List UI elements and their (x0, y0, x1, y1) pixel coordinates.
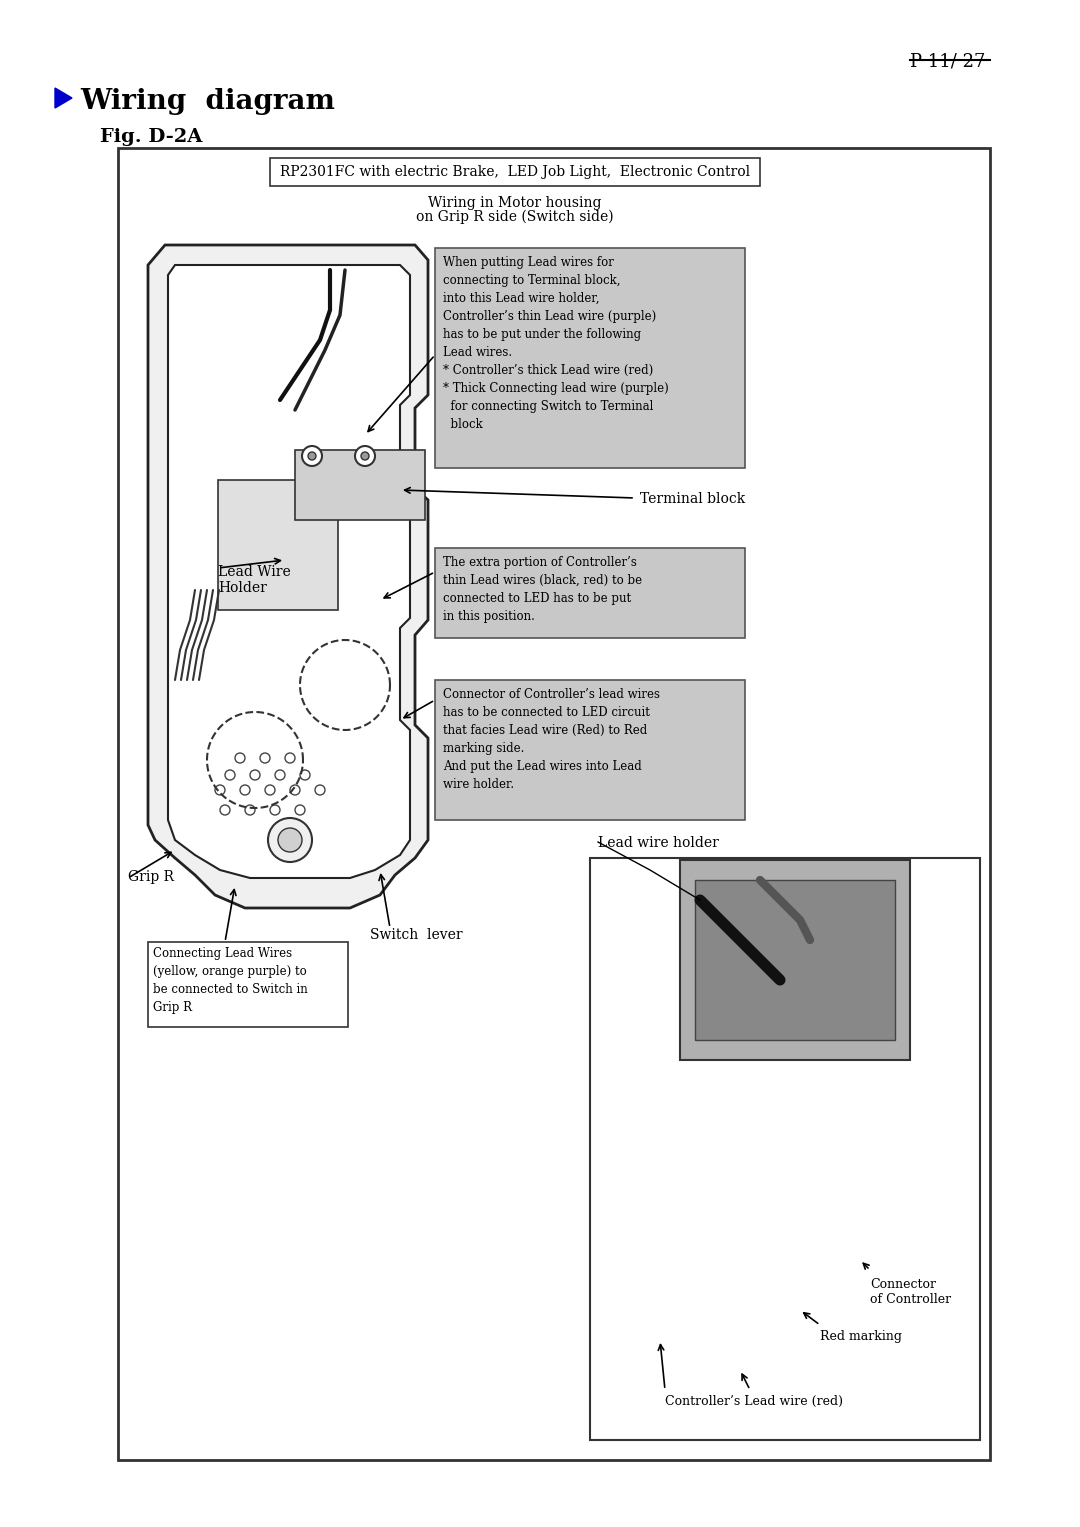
Circle shape (315, 785, 325, 796)
Circle shape (260, 753, 270, 764)
FancyBboxPatch shape (435, 680, 745, 820)
Circle shape (240, 785, 249, 796)
Circle shape (278, 828, 302, 852)
Text: Lead wire holder: Lead wire holder (598, 835, 719, 851)
Circle shape (245, 805, 255, 815)
Circle shape (275, 770, 285, 780)
Text: Switch  lever: Switch lever (370, 928, 462, 942)
Bar (270, 157, 760, 186)
Circle shape (361, 452, 369, 460)
Text: RP2301FC with electric Brake,  LED Job Light,  Electronic Control: RP2301FC with electric Brake, LED Job Li… (280, 165, 751, 179)
Circle shape (291, 785, 300, 796)
Circle shape (308, 452, 316, 460)
Circle shape (285, 753, 295, 764)
Text: Connecting Lead Wires
(yellow, orange purple) to
be connected to Switch in
Grip : Connecting Lead Wires (yellow, orange pu… (153, 947, 308, 1014)
Circle shape (268, 818, 312, 863)
Bar (148, 942, 348, 1028)
Circle shape (249, 770, 260, 780)
Bar (590, 858, 980, 1440)
Text: The extra portion of Controller’s
thin Lead wires (black, red) to be
connected t: The extra portion of Controller’s thin L… (443, 556, 643, 623)
Text: Controller’s Lead wire (red): Controller’s Lead wire (red) (665, 1396, 843, 1408)
Bar (218, 479, 338, 609)
Bar (295, 450, 426, 521)
Circle shape (302, 446, 322, 466)
Circle shape (265, 785, 275, 796)
Polygon shape (55, 89, 72, 108)
Circle shape (355, 446, 375, 466)
Polygon shape (148, 244, 428, 909)
Circle shape (220, 805, 230, 815)
Bar (680, 860, 910, 1060)
Polygon shape (168, 266, 410, 878)
Circle shape (270, 805, 280, 815)
FancyBboxPatch shape (435, 548, 745, 638)
Circle shape (225, 770, 235, 780)
Text: Terminal block: Terminal block (640, 492, 745, 505)
Text: Red marking: Red marking (820, 1330, 902, 1344)
Circle shape (235, 753, 245, 764)
Text: P 11/ 27: P 11/ 27 (909, 52, 985, 70)
Text: Connector
of Controller: Connector of Controller (870, 1278, 951, 1306)
Text: Grip R: Grip R (129, 870, 174, 884)
Text: Wiring in Motor housing: Wiring in Motor housing (429, 195, 602, 211)
Circle shape (215, 785, 225, 796)
Circle shape (295, 805, 305, 815)
Text: When putting Lead wires for
connecting to Terminal block,
into this Lead wire ho: When putting Lead wires for connecting t… (443, 257, 669, 431)
Bar (118, 148, 990, 1460)
Text: Wiring  diagram: Wiring diagram (80, 89, 335, 115)
Text: Fig. D-2A: Fig. D-2A (100, 128, 202, 147)
Text: Lead Wire
Holder: Lead Wire Holder (218, 565, 291, 596)
Text: on Grip R side (Switch side): on Grip R side (Switch side) (416, 211, 613, 224)
FancyBboxPatch shape (435, 247, 745, 467)
Text: Connector of Controller’s lead wires
has to be connected to LED circuit
that fac: Connector of Controller’s lead wires has… (443, 689, 660, 791)
Circle shape (300, 770, 310, 780)
Bar (696, 880, 895, 1040)
